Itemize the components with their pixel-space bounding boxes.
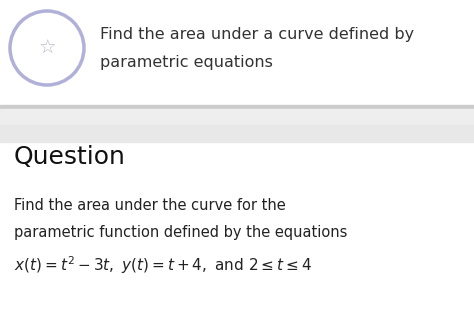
Text: parametric equations: parametric equations	[100, 54, 273, 69]
Text: Question: Question	[14, 145, 126, 169]
Bar	[0, 125, 474, 142]
Text: parametric function defined by the equations: parametric function defined by the equat…	[14, 225, 347, 239]
Bar	[0, 142, 474, 320]
Text: ☆: ☆	[38, 38, 56, 58]
Text: Find the area under the curve for the: Find the area under the curve for the	[14, 197, 286, 212]
Text: Find the area under a curve defined by: Find the area under a curve defined by	[100, 28, 414, 43]
Text: $x(t) = t^2 - 3t,\ y(t) = t + 4,\ \mathrm{and}\ 2 \leq t \leq 4$: $x(t) = t^2 - 3t,\ y(t) = t + 4,\ \mathr…	[14, 254, 312, 276]
Bar	[0, 109, 474, 125]
Bar	[0, 105, 474, 109]
Bar	[0, 0, 474, 105]
